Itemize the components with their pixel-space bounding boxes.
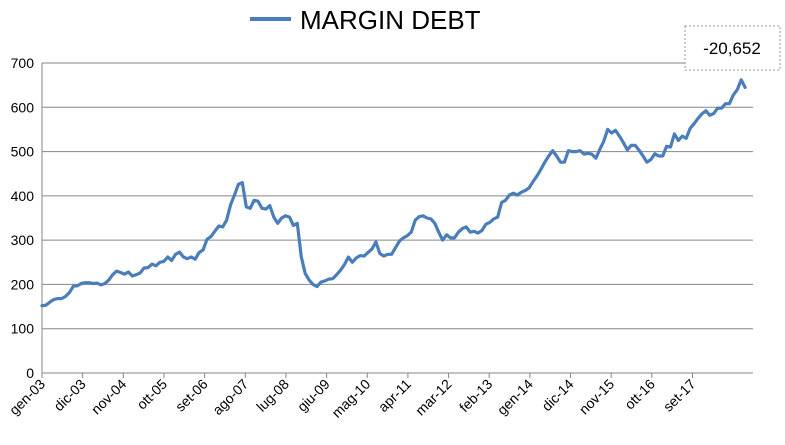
y-tick-label: 100	[11, 321, 35, 337]
legend-label: MARGIN DEBT	[300, 5, 481, 35]
x-tick-label: giu-09	[294, 376, 333, 415]
x-tick-label: ago-07	[209, 376, 251, 418]
x-tick-label: set-06	[172, 376, 211, 415]
x-tick-label: ott-05	[133, 376, 170, 413]
x-tick-label: nov-15	[576, 376, 618, 418]
x-tick-label: feb-13	[456, 376, 496, 416]
value-annotation: -20,652	[684, 25, 781, 71]
x-tick-label: mar-12	[412, 376, 455, 419]
series-line-margin-debt	[40, 78, 747, 308]
legend: MARGIN DEBT	[250, 5, 481, 35]
y-tick-label: 400	[11, 188, 35, 204]
y-axis-ticks: 0 100 200 300 400 500 600 700	[11, 55, 35, 381]
y-tick-label: 600	[11, 99, 35, 115]
annotation-label: -20,652	[703, 39, 761, 58]
x-tick-label: set-17	[660, 376, 699, 415]
x-tick-label: dic-14	[538, 376, 576, 414]
y-tick-label: 0	[26, 365, 34, 381]
x-tick-label: lug-08	[253, 376, 292, 415]
x-tick-label: mag-10	[328, 376, 373, 421]
x-tick-label: gen-03	[6, 376, 48, 418]
x-tick-label: ott-16	[621, 376, 658, 413]
gridlines	[42, 62, 753, 330]
x-tick-label: apr-11	[375, 376, 414, 415]
x-tick-label: gen-14	[494, 376, 536, 418]
y-tick-label: 300	[11, 232, 35, 248]
x-tick-label: dic-03	[50, 376, 88, 414]
annotation-box	[684, 25, 781, 71]
y-tick-label: 500	[11, 144, 35, 160]
y-tick-label: 700	[11, 55, 35, 71]
x-tick-label: nov-04	[88, 376, 130, 418]
y-tick-label: 200	[11, 276, 35, 292]
